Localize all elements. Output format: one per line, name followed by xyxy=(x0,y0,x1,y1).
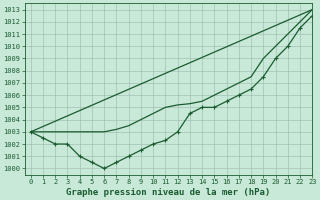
X-axis label: Graphe pression niveau de la mer (hPa): Graphe pression niveau de la mer (hPa) xyxy=(66,188,271,197)
